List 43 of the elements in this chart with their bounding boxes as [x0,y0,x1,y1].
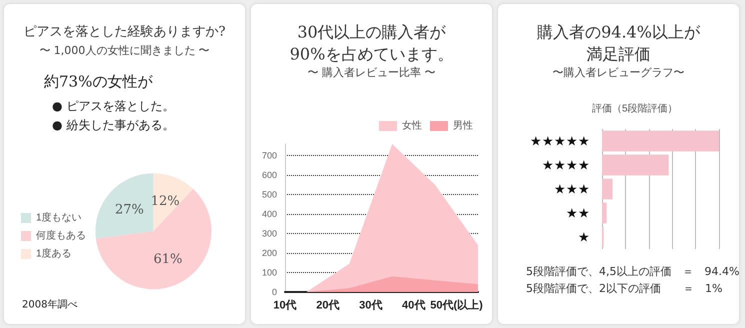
x-tick-label: 30代 [359,300,382,312]
data-label: 27% [114,202,144,218]
text: 2008年調べ [22,298,78,310]
bar [602,178,613,200]
y-tick-label: 200 [262,248,277,258]
data-label: 61% [153,252,182,268]
y-tick-label: 700 [262,150,277,161]
chart-subtitle: 〜購入者レビューグラフ〜 [552,66,684,79]
legend-label: 1度ある [36,248,72,260]
chart-title: 30代以上の購入者が90%を占めています。 [290,22,454,64]
y-tick-label: 400 [262,209,277,220]
bar [602,130,719,152]
x-tick-label: 10代 [273,300,297,312]
x-tick-label: 20代 [316,300,340,312]
bar [602,202,607,224]
text: 約73%の女性が [44,72,154,90]
x-tick-label: 40代 [402,300,426,312]
chart-title: ピアスを落とした経験ありますか? [24,24,226,40]
y-tick-label: 100 [262,268,277,278]
y-tick-label: 500 [262,190,277,200]
y-tick-label: 0 [272,287,277,297]
y-tick-label: ★★★★★ [530,134,590,148]
y-axis-title: 評価（5段階評価） [592,102,678,114]
chart-subtitle: 〜 購入者レビュー比率 〜 [308,66,436,79]
text: 5段階評価で、4,5以上の評価 ＝ 94.4% [526,265,740,278]
text: ● ピアスを落とした。 [52,99,174,113]
chart-title: 購入者の94.4%以上が満足評価 [537,22,701,64]
legend-label: 1度もない [36,212,82,224]
y-tick-label: 300 [262,228,277,239]
text: 5段階評価で、2以下の評価 ＝ 1% [526,282,722,295]
legend-label: 女性 [402,120,422,132]
bar [602,154,669,176]
legend-label: 男性 [453,120,473,132]
y-tick-label: ★★ [566,206,590,220]
text: ● 紛失した事がある。 [52,118,174,132]
y-tick-label: 600 [262,170,277,180]
y-tick-label: ★ [578,230,590,244]
legend-label: 何度もある [36,230,86,242]
y-tick-label: ★★★ [554,182,590,196]
chart-subtitle: 〜 1,000人の女性に聞きました 〜 [39,44,210,57]
x-tick-label: 50代(以上) [430,298,484,312]
data-label: 12% [150,194,180,209]
y-tick-label: ★★★★ [542,158,590,172]
